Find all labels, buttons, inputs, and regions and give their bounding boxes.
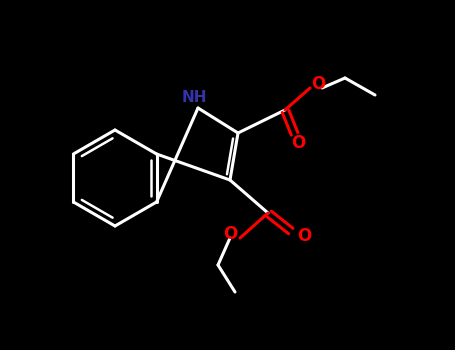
- Text: O: O: [291, 134, 305, 152]
- Text: O: O: [223, 225, 237, 243]
- Text: O: O: [297, 227, 311, 245]
- Text: NH: NH: [181, 91, 207, 105]
- Text: O: O: [311, 75, 325, 93]
